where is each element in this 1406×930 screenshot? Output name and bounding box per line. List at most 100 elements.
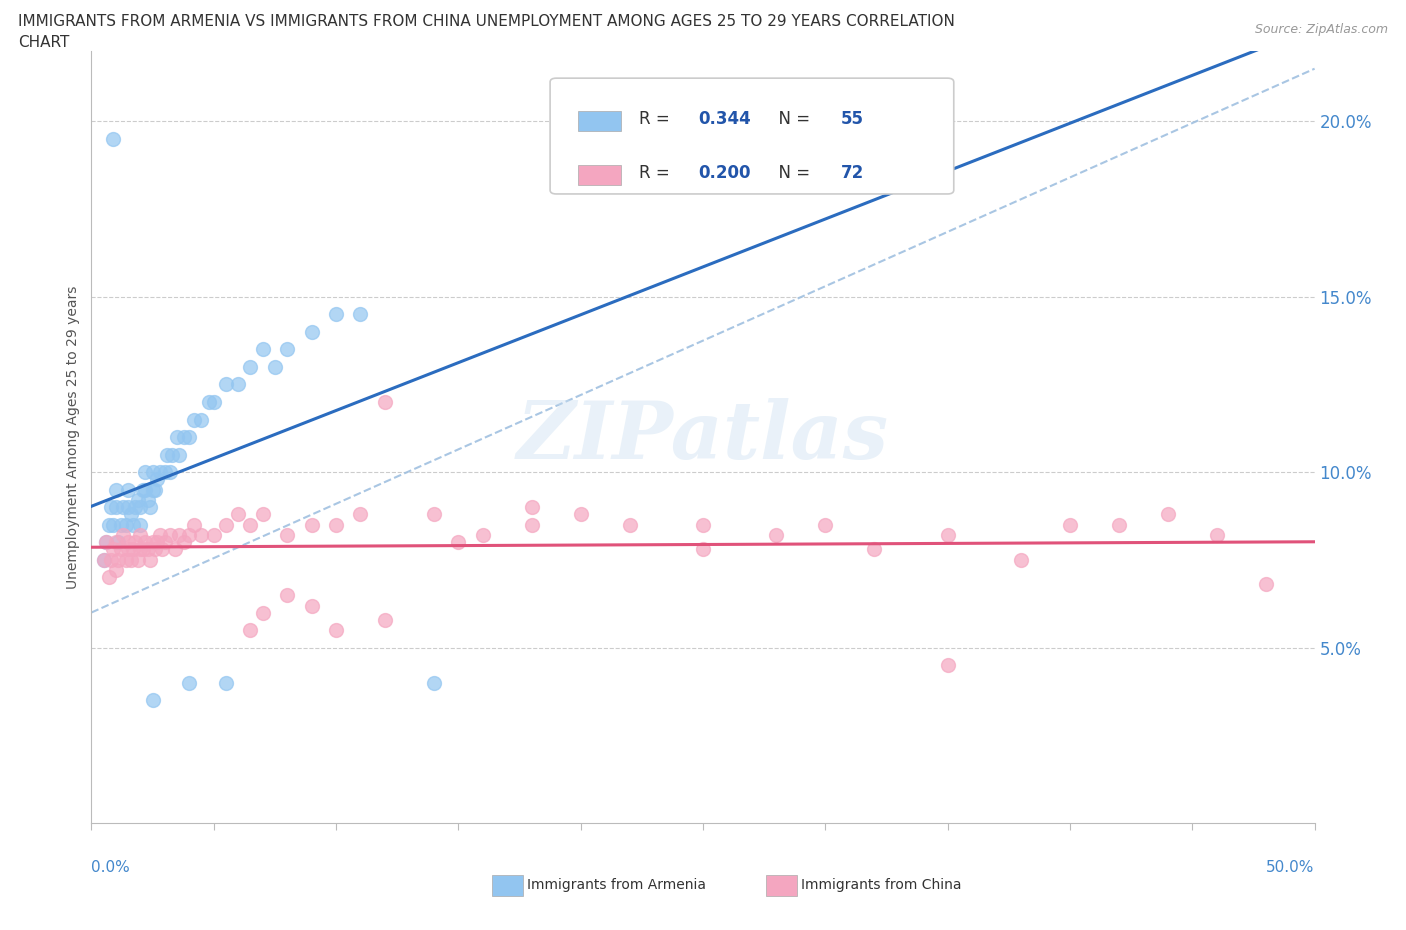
- Point: [619, 517, 641, 532]
- Point: [134, 535, 156, 550]
- Point: [190, 528, 212, 543]
- Text: ZIPatlas: ZIPatlas: [517, 398, 889, 476]
- Point: [132, 483, 155, 498]
- Text: R =: R =: [640, 165, 675, 182]
- Point: [141, 465, 163, 480]
- Point: [139, 499, 162, 514]
- Point: [94, 535, 117, 550]
- Point: [124, 535, 146, 550]
- Point: [160, 447, 183, 462]
- Point: [104, 535, 127, 550]
- Point: [190, 412, 212, 427]
- Point: [112, 499, 135, 514]
- Point: [215, 675, 238, 690]
- Point: [252, 342, 274, 357]
- Point: [136, 542, 159, 557]
- Text: 50.0%: 50.0%: [1267, 860, 1315, 875]
- Point: [183, 517, 205, 532]
- Point: [276, 342, 298, 357]
- Point: [100, 552, 122, 567]
- Point: [173, 535, 195, 550]
- Text: CHART: CHART: [18, 35, 70, 50]
- Point: [120, 552, 142, 567]
- Point: [141, 535, 163, 550]
- Point: [132, 542, 155, 557]
- Point: [117, 483, 139, 498]
- Point: [97, 517, 120, 532]
- Point: [112, 528, 135, 543]
- Point: [163, 542, 186, 557]
- Point: [239, 360, 262, 375]
- Point: [202, 528, 225, 543]
- Point: [159, 528, 181, 543]
- Point: [173, 430, 195, 445]
- Text: Immigrants from China: Immigrants from China: [801, 878, 962, 893]
- Point: [692, 542, 714, 557]
- Point: [117, 542, 139, 557]
- Point: [374, 612, 396, 627]
- Point: [1254, 577, 1277, 591]
- Point: [520, 499, 543, 514]
- FancyBboxPatch shape: [578, 111, 621, 131]
- Point: [114, 517, 136, 532]
- Point: [129, 542, 152, 557]
- Point: [374, 394, 396, 409]
- Point: [264, 360, 287, 375]
- Point: [349, 507, 371, 522]
- Point: [301, 598, 323, 613]
- Point: [1205, 528, 1227, 543]
- Point: [423, 675, 446, 690]
- Point: [110, 542, 132, 557]
- Point: [104, 483, 127, 498]
- Point: [150, 542, 173, 557]
- Point: [156, 447, 179, 462]
- Point: [159, 465, 181, 480]
- Text: 0.200: 0.200: [699, 165, 751, 182]
- Point: [863, 542, 886, 557]
- Point: [134, 483, 156, 498]
- Point: [276, 528, 298, 543]
- Text: R =: R =: [640, 111, 675, 128]
- Point: [349, 307, 371, 322]
- Point: [936, 658, 959, 672]
- Text: N =: N =: [768, 111, 815, 128]
- Point: [325, 623, 347, 638]
- Point: [153, 535, 176, 550]
- Point: [149, 528, 172, 543]
- Point: [215, 517, 238, 532]
- Point: [107, 552, 129, 567]
- Text: 55: 55: [841, 111, 865, 128]
- Point: [239, 517, 262, 532]
- Text: Immigrants from Armenia: Immigrants from Armenia: [527, 878, 706, 893]
- Point: [129, 517, 152, 532]
- Point: [146, 472, 169, 486]
- Text: 0.344: 0.344: [699, 111, 751, 128]
- Point: [100, 499, 122, 514]
- Point: [153, 465, 176, 480]
- Point: [103, 131, 125, 146]
- Point: [447, 535, 470, 550]
- Point: [134, 465, 156, 480]
- Point: [692, 517, 714, 532]
- Point: [166, 430, 188, 445]
- Point: [110, 517, 132, 532]
- Point: [1157, 507, 1180, 522]
- Point: [252, 507, 274, 522]
- Point: [301, 517, 323, 532]
- Point: [179, 430, 201, 445]
- Point: [103, 517, 125, 532]
- Point: [569, 507, 592, 522]
- Point: [117, 499, 139, 514]
- Point: [226, 507, 249, 522]
- Point: [169, 528, 191, 543]
- Text: 0.0%: 0.0%: [91, 860, 131, 875]
- Point: [252, 605, 274, 620]
- FancyBboxPatch shape: [550, 78, 953, 194]
- Point: [136, 493, 159, 508]
- Text: Source: ZipAtlas.com: Source: ZipAtlas.com: [1254, 23, 1388, 36]
- Point: [107, 535, 129, 550]
- Point: [124, 499, 146, 514]
- Point: [471, 528, 494, 543]
- Point: [301, 325, 323, 339]
- Text: N =: N =: [768, 165, 815, 182]
